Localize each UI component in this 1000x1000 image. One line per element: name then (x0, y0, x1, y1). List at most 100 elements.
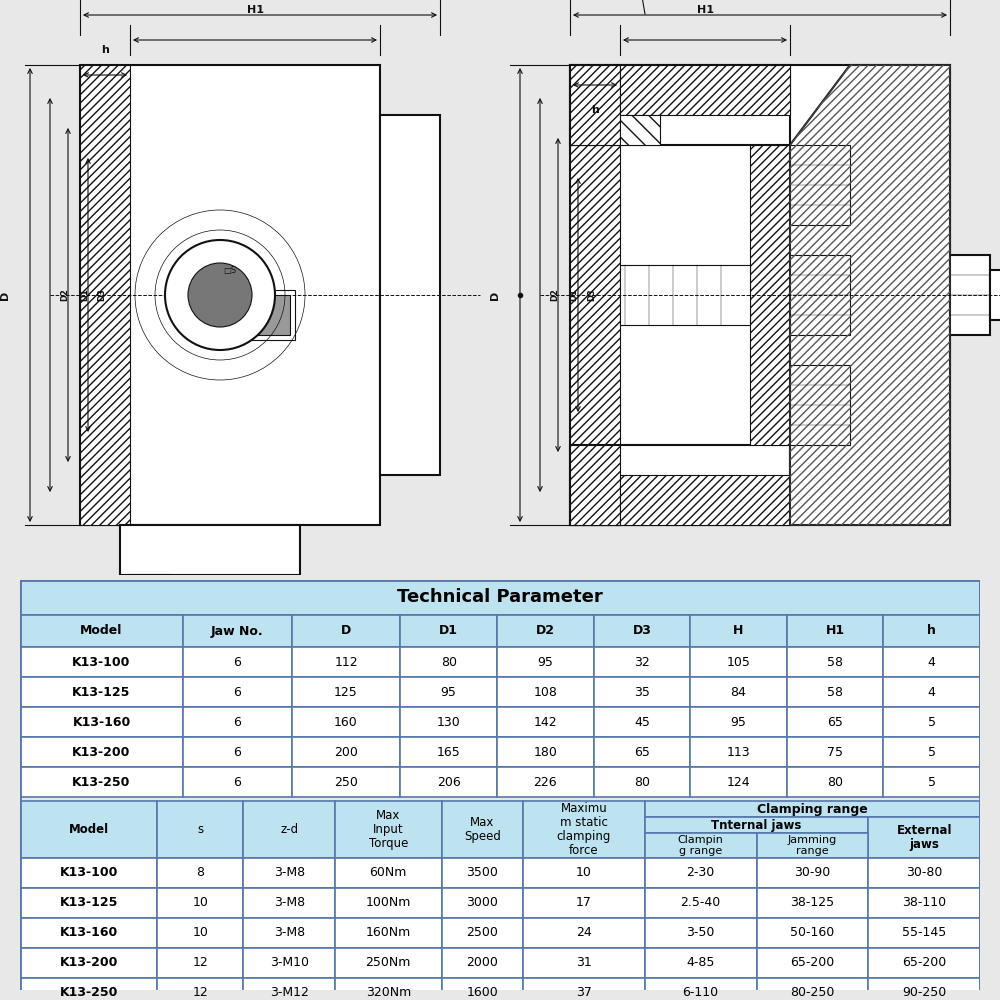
Text: 3500: 3500 (466, 866, 498, 880)
Text: 37: 37 (576, 986, 592, 1000)
Bar (20, 858, 157, 888)
Bar (757, 918, 868, 948)
Bar (645, 978, 757, 1000)
Text: 50-160: 50-160 (790, 926, 835, 940)
Bar (183, 647, 292, 677)
Bar (645, 948, 757, 978)
Text: 55-145: 55-145 (902, 926, 946, 940)
Text: 90-250: 90-250 (902, 986, 946, 1000)
Bar (883, 767, 980, 797)
Text: H1: H1 (696, 5, 714, 15)
Text: 165: 165 (437, 746, 461, 759)
Text: K13-200: K13-200 (59, 956, 118, 970)
Text: 6: 6 (233, 716, 241, 728)
Bar (594, 677, 690, 707)
Bar (570, 65, 790, 145)
Bar (20, 677, 183, 707)
Bar (245, 290, 295, 340)
Bar (157, 948, 243, 978)
Bar (787, 737, 883, 767)
Bar (690, 647, 787, 677)
Text: 180: 180 (533, 746, 557, 759)
Bar (757, 948, 868, 978)
Text: K13-200: K13-200 (72, 746, 131, 759)
Bar (787, 677, 883, 707)
Bar (157, 888, 243, 918)
Text: 3-M8: 3-M8 (274, 866, 305, 880)
Text: 108: 108 (533, 686, 557, 698)
Bar (868, 888, 980, 918)
Bar (20, 580, 980, 615)
Bar (883, 615, 980, 647)
Bar (690, 677, 787, 707)
Bar (497, 707, 594, 737)
Bar (594, 707, 690, 737)
Text: 30-80: 30-80 (906, 866, 942, 880)
Text: 4-85: 4-85 (686, 956, 715, 970)
Bar (292, 677, 400, 707)
Text: 12: 12 (192, 986, 208, 1000)
Bar (868, 978, 980, 1000)
Bar (497, 677, 594, 707)
Bar (80, 65, 380, 525)
Bar (292, 767, 400, 797)
Text: Clampin
g range: Clampin g range (678, 835, 724, 856)
Text: 2000: 2000 (466, 956, 498, 970)
Bar (20, 767, 183, 797)
Bar (594, 737, 690, 767)
Bar (497, 647, 594, 677)
Text: Clamping range: Clamping range (757, 802, 868, 816)
Text: Max
Speed: Max Speed (464, 816, 501, 843)
Bar (20, 801, 157, 858)
Bar (690, 767, 787, 797)
Bar (690, 737, 787, 767)
Text: 1600: 1600 (466, 986, 498, 1000)
Text: □S: □S (223, 265, 237, 274)
Text: 3-M12: 3-M12 (270, 986, 309, 1000)
Text: D: D (0, 290, 10, 300)
Bar (80, 65, 130, 525)
Bar (620, 475, 790, 525)
Bar (594, 647, 690, 677)
Text: 124: 124 (727, 776, 750, 788)
Bar (570, 445, 790, 525)
Text: 250Nm: 250Nm (366, 956, 411, 970)
Text: D2: D2 (536, 624, 555, 638)
Text: 45: 45 (634, 716, 650, 728)
Bar (20, 888, 157, 918)
Text: 5: 5 (928, 746, 936, 759)
Bar (292, 615, 400, 647)
Bar (497, 737, 594, 767)
Text: 80: 80 (827, 776, 843, 788)
Bar (183, 767, 292, 797)
Text: 3-50: 3-50 (686, 926, 715, 940)
Bar (183, 677, 292, 707)
Text: 3000: 3000 (466, 896, 498, 910)
Text: 6-110: 6-110 (683, 986, 719, 1000)
Bar (750, 145, 790, 445)
Bar (20, 948, 157, 978)
Bar (20, 707, 183, 737)
Text: Maximu
m static
clamping
force: Maximu m static clamping force (557, 802, 611, 857)
Text: 65: 65 (634, 746, 650, 759)
Bar (868, 817, 980, 858)
Text: Max
Input
Torque: Max Input Torque (369, 809, 408, 850)
Circle shape (188, 263, 252, 327)
Text: 200: 200 (334, 746, 358, 759)
Bar (442, 978, 523, 1000)
Text: D3: D3 (632, 624, 651, 638)
Bar (883, 677, 980, 707)
Bar (645, 858, 757, 888)
Bar (243, 888, 335, 918)
Text: External
jaws: External jaws (896, 824, 952, 851)
Text: 3-M10: 3-M10 (270, 956, 309, 970)
Text: 125: 125 (334, 686, 358, 698)
Text: 6: 6 (233, 686, 241, 698)
Text: s: s (197, 823, 203, 836)
Text: 160: 160 (334, 716, 358, 728)
Bar (790, 255, 850, 335)
Text: 80: 80 (634, 776, 650, 788)
Text: 142: 142 (533, 716, 557, 728)
Bar (790, 145, 850, 225)
Bar (883, 737, 980, 767)
